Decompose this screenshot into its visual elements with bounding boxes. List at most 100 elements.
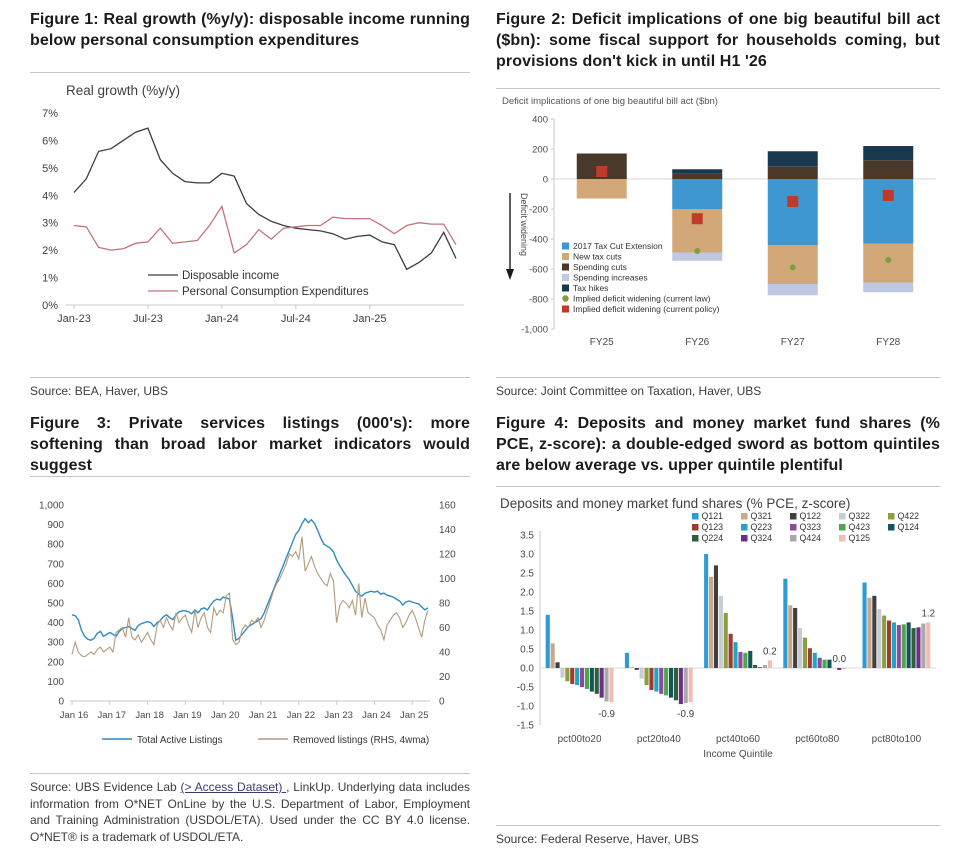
bar [738, 652, 743, 668]
svg-text:Q424: Q424 [800, 533, 822, 543]
figure3-rule-bottom [30, 772, 470, 774]
bar [589, 668, 594, 692]
svg-text:Jan 18: Jan 18 [135, 710, 164, 721]
svg-text:Q223: Q223 [751, 522, 773, 532]
svg-text:1%: 1% [42, 273, 58, 285]
bar [673, 668, 678, 701]
svg-text:40: 40 [439, 648, 451, 659]
svg-text:Jan 22: Jan 22 [287, 710, 316, 721]
bar [669, 668, 674, 698]
bar [906, 622, 911, 668]
bar [570, 668, 575, 684]
svg-text:2.5: 2.5 [520, 569, 534, 580]
bar [580, 668, 585, 687]
series-line [71, 517, 429, 642]
svg-text:0.0: 0.0 [520, 664, 534, 675]
svg-text:0.5: 0.5 [520, 645, 534, 656]
svg-text:0%: 0% [42, 300, 58, 312]
svg-text:FY26: FY26 [685, 337, 709, 348]
svg-text:pct20to40: pct20to40 [637, 734, 681, 745]
marker [885, 257, 892, 263]
svg-text:0: 0 [58, 697, 64, 708]
figure3-source: Source: UBS Evidence Lab (> Access Datas… [30, 779, 470, 846]
bar-segment [576, 179, 627, 199]
svg-text:100: 100 [439, 574, 456, 585]
figure1-chart: Real growth (%y/y) 0% 1% 2% 3% 4% 5% 6% 7% Jan-23… [30, 79, 470, 344]
bar [733, 642, 738, 668]
svg-text:1.5: 1.5 [520, 607, 534, 618]
figure2-plot: 400 200 0 -200 -400 -600 -800 -1,000 FY25 FY26 FY2… [506, 115, 936, 348]
bar [896, 625, 901, 668]
bar [555, 662, 560, 668]
bar [629, 667, 634, 668]
bar [748, 650, 753, 668]
svg-text:Tax hikes: Tax hikes [573, 283, 608, 293]
figure2-rule-top [496, 88, 940, 89]
svg-text:Q422: Q422 [898, 511, 920, 521]
svg-text:Jan 21: Jan 21 [249, 710, 278, 721]
svg-text:-1.5: -1.5 [517, 721, 535, 732]
bar [812, 652, 817, 668]
svg-text:1.0: 1.0 [520, 626, 534, 637]
bar [659, 668, 664, 694]
svg-text:Deficit widening: Deficit widening [519, 193, 529, 256]
panel-figure1: Figure 1: Real growth (%y/y): disposable… [30, 10, 470, 398]
svg-text:20: 20 [439, 672, 451, 683]
figure4-rule-bottom [496, 825, 940, 826]
svg-text:700: 700 [47, 560, 64, 571]
figure2-rule-bottom [496, 377, 940, 378]
svg-text:-1.0: -1.0 [517, 702, 535, 713]
svg-text:300: 300 [47, 638, 64, 649]
access-dataset-link[interactable]: (> Access Dataset) [180, 779, 287, 794]
svg-text:Removed listings (RHS, 4wma): Removed listings (RHS, 4wma) [293, 735, 429, 746]
svg-text:pct40to60: pct40to60 [716, 734, 760, 745]
panel-figure3: Figure 3: Private services listings (000… [30, 414, 470, 846]
bar [872, 595, 877, 668]
bar [767, 660, 772, 668]
svg-text:Jul-24: Jul-24 [281, 313, 311, 325]
svg-text:120: 120 [439, 550, 456, 561]
svg-text:3%: 3% [42, 218, 58, 230]
figure4-source: Source: Federal Reserve, Haver, UBS [496, 832, 699, 846]
bar [609, 668, 614, 703]
svg-text:Jan 24: Jan 24 [362, 710, 391, 721]
bar-label: 1.2 [921, 608, 935, 619]
bar [817, 657, 822, 668]
bar [842, 668, 847, 669]
bar [683, 668, 688, 703]
marker [882, 190, 894, 201]
svg-text:2%: 2% [42, 245, 58, 257]
panel-figure2: Figure 2: Deficit implications of one bi… [496, 10, 940, 398]
svg-text:Income Quintile: Income Quintile [703, 749, 773, 760]
marker [596, 166, 608, 177]
svg-text:0: 0 [439, 697, 445, 708]
bar [599, 668, 604, 698]
svg-text:pct60to80: pct60to80 [795, 734, 839, 745]
bar [624, 652, 629, 668]
bar [762, 664, 767, 668]
svg-text:Q324: Q324 [751, 533, 773, 543]
bar [822, 659, 827, 668]
figure4-plot: 3.5 3.0 2.5 2.0 1.5 1.0 0.5 0.0 -0.5 -1.0 -1.5 pct0… [517, 511, 936, 760]
svg-text:5%: 5% [42, 163, 58, 175]
svg-text:-0.5: -0.5 [517, 683, 535, 694]
bar [718, 595, 723, 668]
svg-text:4%: 4% [42, 190, 58, 202]
bar-segment [863, 179, 914, 244]
svg-text:Spending cuts: Spending cuts [573, 262, 627, 272]
svg-text:400: 400 [532, 115, 548, 126]
svg-text:6%: 6% [42, 135, 58, 147]
figure1-rule-bottom [30, 377, 470, 378]
svg-text:Q323: Q323 [800, 522, 822, 532]
bar [798, 628, 803, 668]
bar-label: -0.9 [598, 709, 615, 720]
figure4-rule-top [496, 486, 940, 487]
bar [565, 668, 570, 682]
svg-text:Jan 19: Jan 19 [173, 710, 202, 721]
svg-text:1,000: 1,000 [39, 501, 64, 512]
svg-text:100: 100 [47, 677, 64, 688]
panel-figure4: Figure 4: Deposits and money market fund… [496, 414, 940, 846]
bar [713, 565, 718, 668]
svg-text:Personal Consumption Expenditu: Personal Consumption Expenditures [182, 286, 369, 298]
bar [545, 614, 550, 668]
